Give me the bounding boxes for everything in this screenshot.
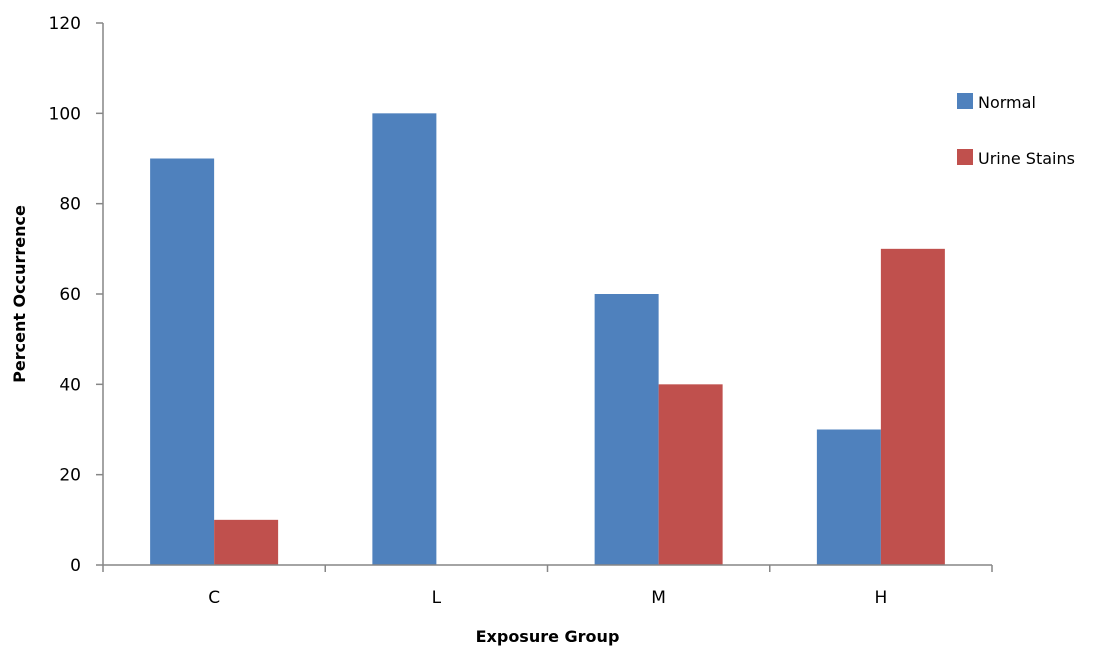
y-tick-label: 0 bbox=[70, 556, 81, 576]
y-tick-label: 40 bbox=[59, 375, 81, 395]
x-tick-label: L bbox=[432, 588, 442, 608]
y-tick-label: 20 bbox=[59, 466, 81, 486]
bar-normal bbox=[150, 158, 215, 565]
bar-normal bbox=[594, 294, 659, 565]
bar-urine-stains bbox=[214, 519, 279, 565]
ticks-group: 0 20 40 60 80 100 120 C L M H bbox=[49, 14, 993, 608]
legend-label: Urine Stains bbox=[978, 149, 1075, 168]
x-axis-title: Exposure Group bbox=[476, 627, 620, 646]
bar-normal bbox=[816, 429, 881, 565]
x-tick-label: C bbox=[208, 588, 220, 608]
y-tick-label: 100 bbox=[49, 104, 81, 124]
legend-swatch bbox=[957, 93, 973, 109]
x-tick-label: M bbox=[651, 588, 666, 608]
y-axis-title: Percent Occurrence bbox=[10, 205, 29, 383]
bar-urine-stains bbox=[658, 384, 723, 565]
bar-normal bbox=[372, 113, 437, 565]
y-tick-label: 80 bbox=[59, 195, 81, 215]
legend-swatch bbox=[957, 149, 973, 165]
y-tick-label: 120 bbox=[49, 14, 81, 34]
legend-label: Normal bbox=[978, 93, 1036, 112]
bars-group bbox=[150, 113, 945, 566]
bar-urine-stains bbox=[880, 248, 945, 566]
y-tick-label: 60 bbox=[59, 285, 81, 305]
x-tick-label: H bbox=[874, 588, 887, 608]
legend: Normal Urine Stains bbox=[957, 93, 1075, 168]
